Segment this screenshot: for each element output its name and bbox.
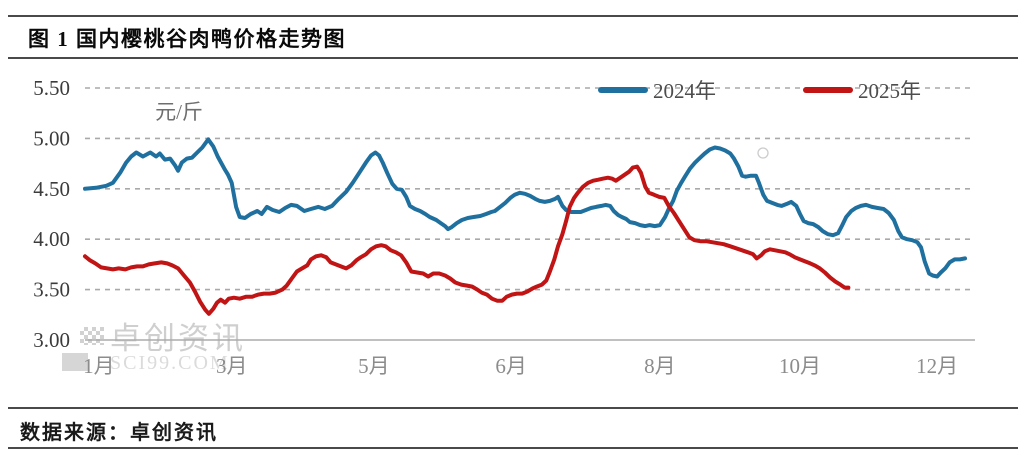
watermark-brand: 卓创资讯 [110,321,246,356]
price-trend-chart: 5.50 5.00 4.50 4.00 3.50 3.00 1月 3月 5月 6月 8月 10月 12月… [33,76,975,378]
legend-label-2024: 2024年 [653,79,716,103]
x-tick-label: 10月 [779,354,821,378]
unit-label: 元/斤 [155,100,203,124]
watermark-text: 卓创资讯 SCI99.COM [110,321,246,374]
faint-ring-artifact [757,147,769,159]
x-tick-label: 5月 [358,354,390,378]
series-line-2025 [83,164,851,316]
x-tick-label: 6月 [495,354,527,378]
y-tick-label: 3.50 [33,278,70,302]
figure-title: 图 1 国内樱桃谷肉鸭价格走势图 [28,27,346,51]
x-tick-label: 1月 [83,354,115,378]
legend-swatch-2024 [598,87,648,93]
watermark-site: SCI99.COM [110,352,230,374]
x-tick-label: 3月 [216,354,248,378]
y-tick-label: 4.00 [33,227,70,251]
x-tick-label: 8月 [644,354,676,378]
legend-swatch-2025 [803,87,853,93]
watermark-block-icon [62,353,88,371]
source-top-rule [8,407,1018,409]
y-tick-label: 4.50 [33,177,70,201]
bottom-rule [8,447,1018,449]
series-line-2024 [83,137,967,279]
y-tick-label: 3.00 [33,328,70,352]
y-tick-label: 5.00 [33,126,70,150]
data-source: 数据来源：卓创资讯 [20,422,218,444]
top-rule [8,15,1018,17]
x-tick-label: 12月 [916,354,958,378]
legend-label-2025: 2025年 [858,79,921,103]
y-tick-label: 5.50 [33,76,70,100]
title-bottom-rule [8,57,1018,59]
